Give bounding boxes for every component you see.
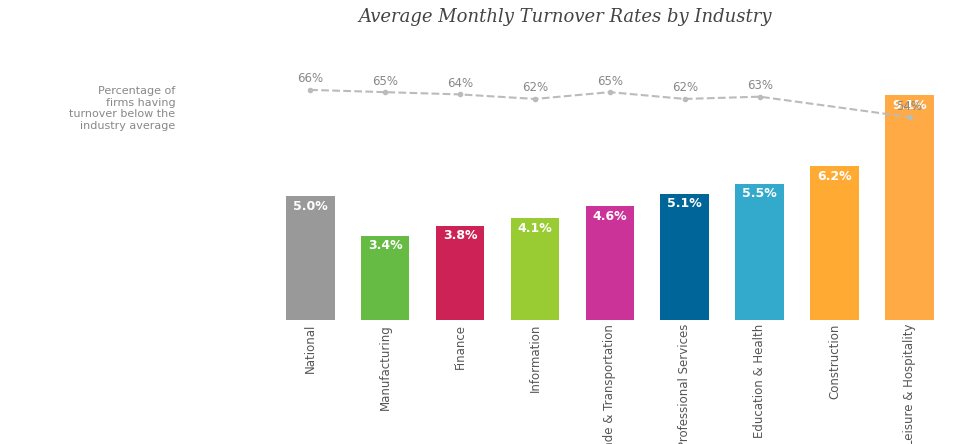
Text: 3.8%: 3.8% (443, 230, 477, 242)
Text: 9.1%: 9.1% (892, 99, 927, 111)
Text: 63%: 63% (747, 79, 772, 92)
Text: 62%: 62% (522, 82, 548, 95)
Bar (435, 226, 484, 320)
Text: 5.0%: 5.0% (293, 200, 327, 213)
Text: 5.1%: 5.1% (667, 198, 702, 210)
Bar (360, 236, 409, 320)
Text: 5.5%: 5.5% (742, 187, 777, 201)
Bar (510, 218, 559, 320)
Bar (885, 95, 934, 320)
Bar (285, 196, 334, 320)
Text: 66%: 66% (297, 72, 323, 85)
Text: Percentage of
firms having
turnover below the
industry average: Percentage of firms having turnover belo… (69, 86, 175, 131)
Text: 65%: 65% (372, 75, 398, 88)
Text: 64%: 64% (447, 77, 473, 90)
Text: 62%: 62% (672, 82, 697, 95)
Bar (660, 194, 709, 320)
Title: Average Monthly Turnover Rates by Industry: Average Monthly Turnover Rates by Indust… (358, 8, 771, 26)
Text: 3.4%: 3.4% (368, 239, 402, 252)
Text: 54%: 54% (896, 99, 922, 113)
Bar (810, 166, 859, 320)
Text: 6.2%: 6.2% (817, 170, 852, 183)
Bar (735, 184, 784, 320)
Text: 4.1%: 4.1% (517, 222, 552, 235)
Text: 4.6%: 4.6% (592, 210, 627, 223)
Bar (585, 206, 634, 320)
Text: 65%: 65% (597, 75, 623, 88)
